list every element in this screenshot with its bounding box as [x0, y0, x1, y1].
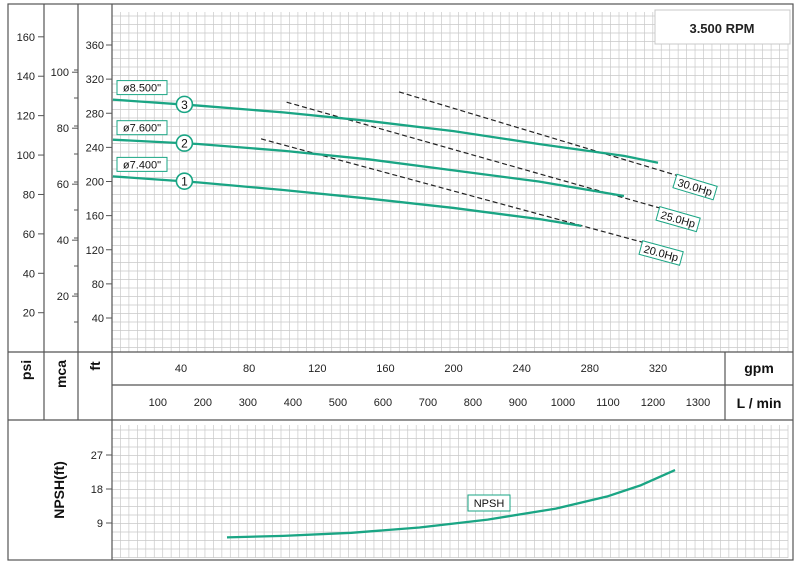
lmin-tick-label: 500 — [329, 397, 347, 409]
diameter-label: ø8.500" — [123, 83, 161, 95]
gpm-axis-label: gpm — [744, 360, 774, 376]
npsh-tick-label: 27 — [91, 450, 103, 462]
npsh-tick-label: 18 — [91, 484, 103, 496]
lmin-tick-label: 200 — [194, 397, 212, 409]
ft-tick-label: 160 — [86, 211, 104, 223]
power-label-frame — [672, 173, 718, 201]
gpm-tick-label: 120 — [308, 363, 326, 375]
gpm-tick-label: 280 — [581, 363, 599, 375]
ft-tick-label: 200 — [86, 177, 104, 189]
bottom-grid — [111, 425, 789, 558]
psi-tick-label: 160 — [17, 32, 35, 44]
mca-tick-label: 100 — [51, 67, 69, 79]
lmin-tick-label: 1300 — [686, 397, 710, 409]
gpm-tick-label: 200 — [444, 363, 462, 375]
lmin-tick-label: 1200 — [641, 397, 665, 409]
gpm-tick-label: 320 — [649, 363, 667, 375]
gpm-tick-label: 240 — [513, 363, 531, 375]
diameter-label-frame — [116, 156, 168, 172]
power-line — [398, 91, 689, 180]
ft-tick-label: 40 — [92, 313, 104, 325]
chart-frames — [7, 3, 794, 561]
lmin-tick-label: 700 — [419, 397, 437, 409]
lmin-tick-label: 1100 — [596, 397, 620, 409]
chart-title: 3.500 RPM — [689, 21, 754, 36]
diameter-label: ø7.600" — [123, 123, 161, 135]
power-line — [260, 138, 655, 247]
npsh-tick-label: 9 — [97, 518, 103, 530]
curve-number-label: 2 — [181, 137, 188, 151]
psi-tick-label: 20 — [23, 308, 35, 320]
lmin-tick-label: 300 — [239, 397, 257, 409]
ft-tick-label: 240 — [86, 142, 104, 154]
mca-tick-label: 40 — [57, 235, 69, 247]
curve-number-label: 1 — [181, 175, 188, 189]
curve-number-marker — [175, 95, 194, 114]
npsh-label-frame — [467, 494, 511, 512]
power-line-label-box: 20.0Hp — [638, 240, 684, 266]
psi-tick-label: 140 — [17, 71, 35, 83]
pump-curves: ø8.500" 3 ø7.600" 2 ø7.400" 1 — [112, 80, 659, 227]
mca-tick-label: 80 — [57, 123, 69, 135]
curve-number-marker — [175, 172, 194, 190]
gpm-tick-label: 160 — [376, 363, 394, 375]
curve-number-marker — [175, 134, 194, 152]
npsh-curve-group: NPSH — [226, 469, 676, 539]
psi-tick-label: 100 — [17, 150, 35, 162]
lmin-tick-label: 800 — [464, 397, 482, 409]
npsh-axis-label: NPSH(ft) — [51, 461, 67, 519]
npsh-curve — [226, 469, 676, 539]
ft-tick-label: 120 — [86, 245, 104, 257]
psi-tick-label: 80 — [23, 189, 35, 201]
lmin-tick-label: 600 — [374, 397, 392, 409]
axes: 2040608010012014016020406080100408012016… — [17, 32, 782, 530]
diameter-label: ø7.400" — [123, 159, 161, 171]
lmin-tick-label: 900 — [509, 397, 527, 409]
outer-frame — [7, 3, 794, 561]
psi-axis-label: psi — [18, 360, 34, 380]
gpm-tick-label: 40 — [175, 363, 187, 375]
lmin-tick-label: 1000 — [551, 397, 575, 409]
power-label-frame — [655, 206, 701, 233]
power-label-frame — [638, 240, 684, 266]
ft-axis-label: ft — [87, 361, 103, 371]
mca-tick-label: 60 — [57, 179, 69, 191]
pump-curve-1 — [112, 175, 582, 227]
power-line — [286, 101, 672, 212]
curve-number-label: 3 — [181, 98, 188, 112]
ft-tick-label: 280 — [86, 108, 104, 120]
ft-tick-label: 320 — [86, 74, 104, 86]
gpm-tick-label: 80 — [243, 363, 255, 375]
ft-tick-label: 80 — [92, 279, 104, 291]
psi-tick-label: 40 — [23, 268, 35, 280]
npsh-curve-label: NPSH — [474, 498, 505, 510]
lmin-tick-label: 100 — [149, 397, 167, 409]
rpm-title-box: 3.500 RPM — [654, 9, 791, 45]
mca-tick-label: 20 — [57, 291, 69, 303]
psi-tick-label: 120 — [17, 111, 35, 123]
pump-curve-3 — [112, 98, 659, 164]
psi-tick-label: 60 — [23, 229, 35, 241]
diameter-label-frame — [116, 80, 168, 96]
pump-curve-2 — [112, 138, 625, 198]
lmin-axis-label: L / min — [737, 395, 782, 411]
ft-tick-label: 360 — [86, 40, 104, 52]
lmin-tick-label: 400 — [284, 397, 302, 409]
diameter-label-frame — [116, 120, 168, 136]
mca-axis-label: mca — [53, 360, 69, 388]
